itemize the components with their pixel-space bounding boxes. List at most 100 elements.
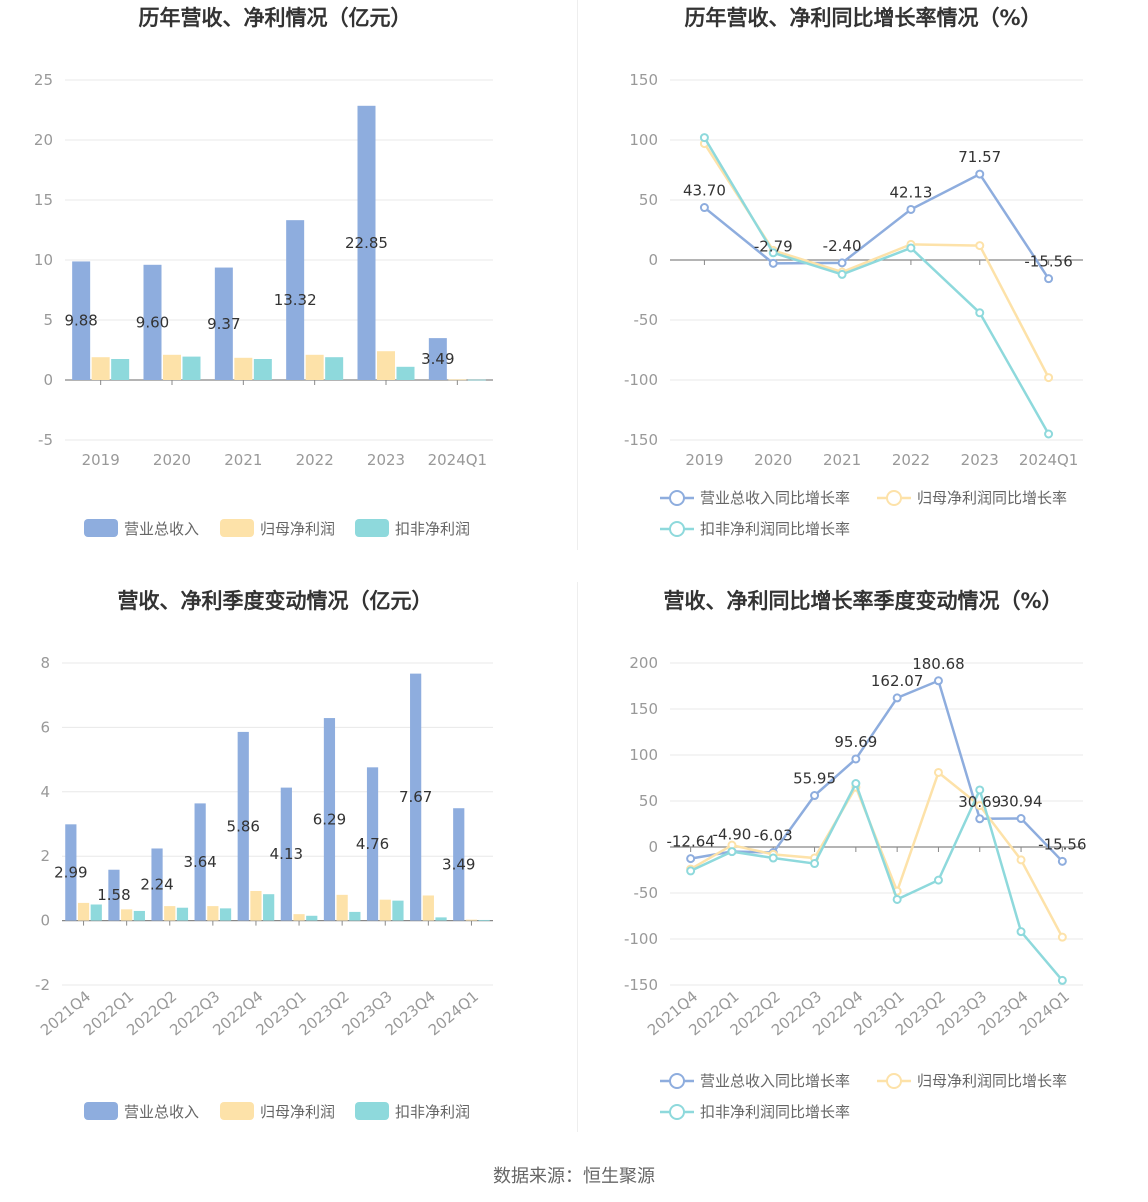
y-tick-label: 0: [648, 251, 658, 269]
bar-parent-profit: [379, 899, 391, 921]
series-point: [1044, 274, 1054, 284]
legend-swatch: [355, 519, 389, 537]
y-tick-label: 20: [34, 131, 53, 149]
series-point: [892, 693, 902, 703]
bar-revenue: [151, 848, 163, 921]
bar-parent-profit: [250, 890, 262, 921]
y-tick-label: -150: [624, 976, 658, 994]
bar-revenue: [428, 338, 447, 380]
y-tick-label: -5: [38, 431, 53, 449]
legend-label: 扣非净利润同比增长率: [700, 520, 850, 538]
series-point: [1016, 927, 1026, 937]
bar-parent-profit: [121, 909, 133, 921]
series-point: [768, 248, 778, 258]
y-tick-label: 6: [40, 718, 50, 736]
bar-revenue: [65, 824, 77, 921]
chart-quarterly-growth-rate: 营收、净利同比增长率季度变动情况（%） -150 -100 -50 0 50 100 150…: [585, 580, 1148, 1140]
bar-revenue: [214, 267, 233, 380]
series-point: [1044, 429, 1054, 439]
bar-revenue: [323, 718, 336, 921]
legend-swatch-marker: [669, 1073, 685, 1089]
series-point: [933, 875, 943, 885]
data-label: 95.69: [834, 733, 877, 751]
y-tick-label: 5: [43, 311, 53, 329]
series-point: [975, 814, 985, 824]
legend-label: 营业总收入: [124, 1103, 199, 1121]
series-point: [810, 791, 820, 801]
x-tick-label: 2023: [961, 451, 999, 469]
legend-label: 归母净利润: [260, 1103, 335, 1121]
bar-parent-profit: [77, 902, 90, 921]
bar-deducted-profit: [133, 910, 145, 921]
series-point: [1016, 814, 1026, 824]
bar-revenue: [72, 261, 91, 380]
legend-label: 扣非净利润: [395, 1103, 470, 1121]
vertical-divider-top: [577, 0, 578, 550]
data-label: 4.13: [270, 845, 303, 863]
y-tick-label: -50: [634, 884, 659, 902]
y-tick-label: 25: [34, 71, 53, 89]
legend-label: 营业总收入同比增长率: [700, 489, 850, 507]
legend-label: 归母净利润同比增长率: [917, 489, 1067, 507]
bar-parent-profit: [465, 919, 478, 921]
series-point: [768, 853, 778, 863]
series-point: [837, 258, 847, 268]
data-label: 4.76: [356, 835, 389, 853]
series-point: [975, 785, 985, 795]
bar-deducted-profit: [182, 356, 201, 380]
bar-deducted-profit: [396, 366, 415, 380]
legend-swatch-marker: [886, 490, 902, 506]
series-line: [690, 679, 1064, 863]
bar-parent-profit: [422, 895, 434, 921]
y-tick-label: 2: [40, 847, 50, 865]
series-point: [686, 866, 696, 876]
y-tick-label: -50: [634, 311, 659, 329]
legend-swatch: [355, 1102, 389, 1120]
bar-revenue: [237, 731, 249, 921]
series-point: [1057, 856, 1067, 866]
series-line: [703, 172, 1050, 280]
bar-deducted-profit: [478, 919, 490, 921]
legend-label: 营业总收入: [124, 520, 199, 538]
y-tick-label: 4: [40, 783, 50, 801]
y-tick-label: 150: [629, 71, 658, 89]
bar-deducted-profit: [306, 915, 318, 921]
y-tick-label: 50: [639, 792, 658, 810]
series-point: [810, 859, 820, 869]
data-label: -12.64: [666, 833, 714, 851]
y-tick-label: -150: [624, 431, 658, 449]
bar-deducted-profit: [219, 908, 232, 921]
data-label: 180.68: [912, 655, 965, 673]
bar-deducted-profit: [253, 359, 272, 380]
bar-parent-profit: [163, 354, 181, 380]
data-label: 9.37: [207, 315, 240, 333]
bar-deducted-profit: [435, 917, 447, 921]
legend-swatch-marker: [669, 1104, 685, 1120]
bar-deducted-profit: [90, 904, 102, 921]
x-tick-label: 2021: [224, 451, 262, 469]
x-tick-label: 2024Q1: [1019, 451, 1079, 469]
series-point: [727, 847, 737, 857]
chart-annual-revenue-profit-svg: 历年营收、净利情况（亿元） -5 0 5 10 15 20 25 2019 2020 2021 20…: [34, 6, 493, 538]
bar-parent-profit: [377, 351, 395, 380]
data-label: 2.99: [54, 863, 87, 881]
series-point: [1057, 975, 1067, 985]
data-label: 71.57: [958, 148, 1001, 166]
data-label: 2.24: [140, 876, 173, 894]
bar-revenue: [357, 105, 376, 381]
bar-deducted-profit: [392, 900, 404, 921]
x-tick-label: 2019: [82, 451, 120, 469]
y-tick-label: 0: [40, 912, 50, 930]
data-label: 3.49: [442, 855, 475, 873]
x-tick-label: 2019: [685, 451, 723, 469]
chart-quarterly-revenue-profit: 营收、净利季度变动情况（亿元） -2 0 2 4 6 8 2021Q4 2022Q1 2022Q…: [0, 580, 560, 1140]
bar-parent-profit: [305, 354, 324, 380]
bar-revenue: [286, 220, 305, 380]
bar-parent-profit: [293, 914, 305, 921]
chart-quarterly-growth-rate-svg: 营收、净利同比增长率季度变动情况（%） -150 -100 -50 0 50 100 150…: [624, 589, 1087, 1121]
data-label: 6.29: [313, 810, 346, 828]
bar-parent-profit: [448, 379, 467, 381]
series-point: [975, 241, 985, 251]
data-label: 22.85: [345, 234, 388, 252]
y-tick-label: 100: [629, 131, 658, 149]
